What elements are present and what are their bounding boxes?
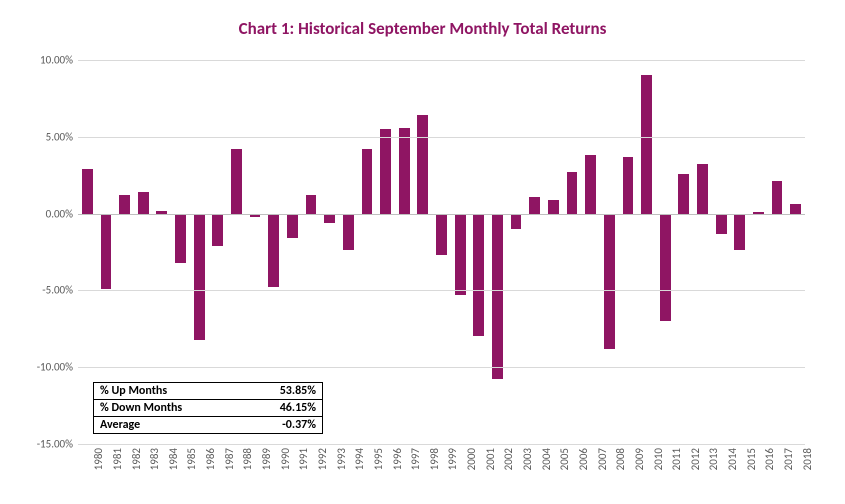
- chart-container: Chart 1: Historical September Monthly To…: [0, 0, 845, 504]
- bar: [362, 149, 373, 214]
- x-tick-label: 2009: [633, 448, 646, 470]
- stats-box: % Up Months 53.85% % Down Months 46.15% Aver…: [93, 382, 323, 434]
- x-tick-label: 2000: [465, 448, 478, 470]
- x-tick-label: 2008: [614, 448, 627, 470]
- x-tick-label: 1996: [391, 448, 404, 470]
- stats-row: Average -0.37%: [94, 417, 322, 433]
- bar: [623, 157, 634, 214]
- stats-value: 53.85%: [280, 384, 316, 398]
- bar: [734, 214, 745, 251]
- grid-line: [78, 444, 805, 445]
- bar: [455, 214, 466, 295]
- x-tick-label: 2016: [763, 448, 776, 470]
- x-tick-label: 2001: [484, 448, 497, 470]
- x-tick-label: 2015: [745, 448, 758, 470]
- x-tick-label: 1980: [92, 448, 105, 470]
- bar: [567, 172, 578, 213]
- grid-line: [78, 367, 805, 368]
- bar: [380, 129, 391, 213]
- stats-label: % Up Months: [100, 384, 167, 398]
- x-tick-label: 2013: [707, 448, 720, 470]
- bar: [417, 115, 428, 213]
- x-tick-label: 2014: [726, 448, 739, 470]
- bar: [641, 75, 652, 213]
- bar: [492, 214, 503, 380]
- x-tick-label: 1998: [428, 448, 441, 470]
- x-tick-label: 1984: [167, 448, 180, 470]
- bar: [473, 214, 484, 337]
- x-tick-label: 1991: [297, 448, 310, 470]
- x-tick-label: 1985: [185, 448, 198, 470]
- x-tick-label: 1997: [409, 448, 422, 470]
- stats-label: Average: [100, 418, 140, 432]
- y-tick-label: -5.00%: [3, 284, 73, 297]
- bar: [697, 164, 708, 213]
- stats-label: % Down Months: [100, 401, 182, 415]
- x-tick-label: 1989: [260, 448, 273, 470]
- bar: [772, 181, 783, 213]
- bar: [716, 214, 727, 234]
- x-tick-label: 1992: [316, 448, 329, 470]
- bar: [604, 214, 615, 349]
- y-tick-label: -15.00%: [3, 438, 73, 451]
- x-tick-label: 1993: [335, 448, 348, 470]
- x-tick-label: 2004: [540, 448, 553, 470]
- stats-row: % Down Months 46.15%: [94, 400, 322, 417]
- x-tick-label: 2012: [689, 448, 702, 470]
- x-tick-label: 2011: [670, 448, 683, 470]
- y-tick-label: -10.00%: [3, 361, 73, 374]
- bar: [268, 214, 279, 288]
- bar: [548, 200, 559, 214]
- bar: [343, 214, 354, 251]
- stats-row: % Up Months 53.85%: [94, 383, 322, 400]
- bar: [399, 128, 410, 214]
- x-tick-label: 2018: [801, 448, 814, 470]
- grid-line: [78, 137, 805, 138]
- bar: [678, 174, 689, 214]
- x-tick-label: 1999: [446, 448, 459, 470]
- bar: [287, 214, 298, 239]
- bar: [529, 197, 540, 214]
- x-tick-label: 2005: [558, 448, 571, 470]
- x-tick-label: 1982: [130, 448, 143, 470]
- stats-value: -0.37%: [282, 418, 316, 432]
- y-tick-label: 10.00%: [3, 54, 73, 67]
- bar: [82, 169, 93, 214]
- x-tick-label: 2002: [502, 448, 515, 470]
- bar: [101, 214, 112, 289]
- x-tick-label: 1994: [353, 448, 366, 470]
- bar: [231, 149, 242, 214]
- bar: [511, 214, 522, 229]
- x-tick-label: 2017: [782, 448, 795, 470]
- stats-value: 46.15%: [280, 401, 316, 415]
- bar: [585, 155, 596, 213]
- x-tick-label: 1995: [372, 448, 385, 470]
- bar: [175, 214, 186, 263]
- bar: [194, 214, 205, 340]
- x-tick-label: 1990: [279, 448, 292, 470]
- grid-line: [78, 60, 805, 61]
- bar: [790, 204, 801, 213]
- x-tick-label: 1981: [111, 448, 124, 470]
- y-tick-label: 5.00%: [3, 130, 73, 143]
- bar: [119, 195, 130, 213]
- bar: [436, 214, 447, 255]
- chart-title: Chart 1: Historical September Monthly To…: [0, 18, 845, 39]
- bar: [138, 192, 149, 214]
- x-tick-label: 1988: [241, 448, 254, 470]
- x-tick-label: 2007: [596, 448, 609, 470]
- bar: [660, 214, 671, 322]
- bar: [324, 214, 335, 223]
- bar: [212, 214, 223, 246]
- bar: [306, 195, 317, 213]
- grid-line: [78, 290, 805, 291]
- x-tick-label: 1987: [223, 448, 236, 470]
- x-tick-label: 2006: [577, 448, 590, 470]
- x-tick-label: 2003: [521, 448, 534, 470]
- x-tick-label: 2010: [652, 448, 665, 470]
- grid-line: [78, 214, 805, 215]
- x-tick-label: 1986: [204, 448, 217, 470]
- x-tick-label: 1983: [148, 448, 161, 470]
- y-tick-label: 0.00%: [3, 207, 73, 220]
